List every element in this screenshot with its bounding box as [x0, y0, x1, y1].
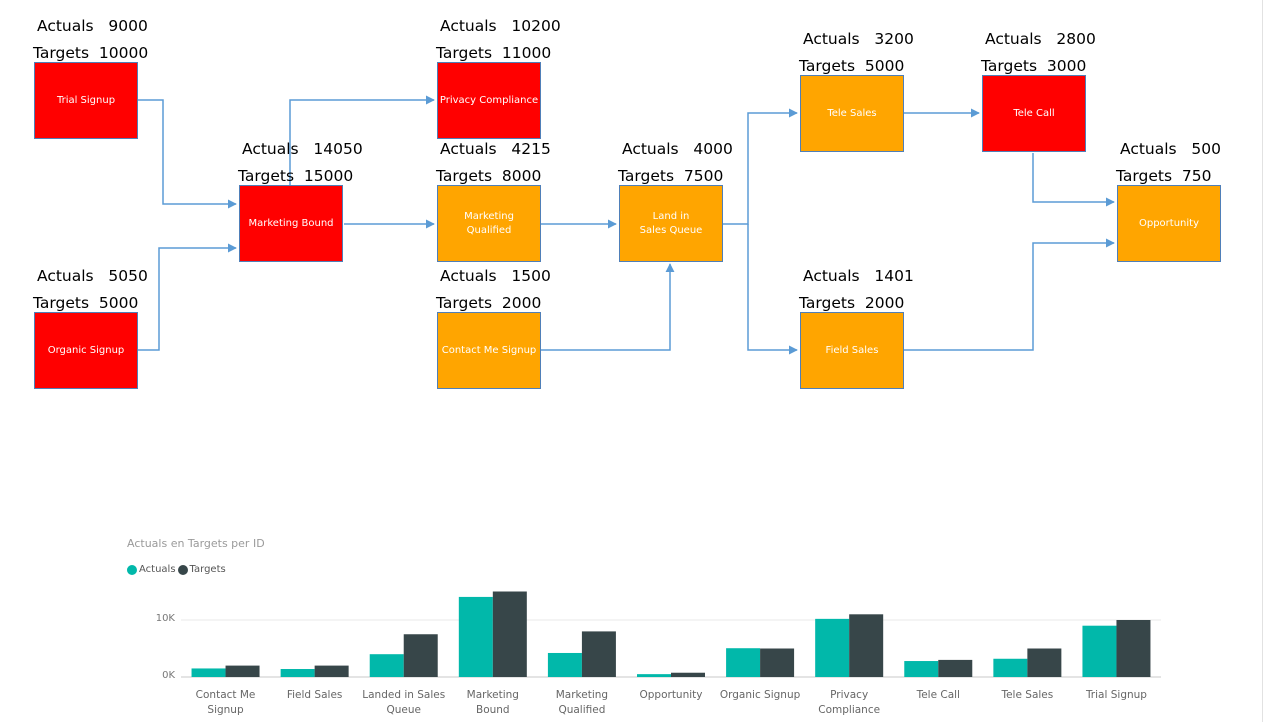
targets-label-contact: Targets 2000: [436, 294, 542, 312]
targets-label-landq: Targets 7500: [618, 167, 724, 185]
y-tick-label: 10K: [155, 613, 175, 624]
actuals-label-contact: Actuals 1500: [440, 267, 551, 285]
actuals-label-mbound: Actuals 14050: [242, 140, 363, 158]
connector-trial-to-marketing-bound: [138, 99, 237, 209]
actuals-label-landq: Actuals 4000: [622, 140, 733, 158]
actuals-label-organic: Actuals 5050: [37, 267, 148, 285]
legend-dot-actuals: [127, 564, 137, 575]
node-telesales[interactable]: Tele Sales: [800, 75, 904, 152]
node-fieldsales[interactable]: Field Sales: [800, 312, 904, 389]
actuals-label-trial: Actuals 9000: [37, 17, 148, 35]
targets-label-fieldsales: Targets 2000: [799, 294, 905, 312]
x-tick-label: Trial Signup: [1085, 689, 1147, 701]
targets-label-telesales: Targets 5000: [799, 57, 905, 75]
node-opportunity[interactable]: Opportunity: [1117, 185, 1221, 262]
x-tick-label: Marketing Bound: [466, 689, 519, 716]
connector-field-sales-to-opportunity: [904, 238, 1115, 351]
targets-label-trial: Targets 10000: [33, 44, 149, 62]
connector-organic-to-marketing-bound: [138, 243, 237, 351]
node-telecall[interactable]: Tele Call: [982, 75, 1086, 152]
legend-dot-targets: [177, 564, 188, 575]
y-tick-label: 0K: [162, 670, 175, 681]
x-tick-label: Landed in Sales Queue: [362, 689, 446, 716]
connector-contact-to-land-in-sales-queue: [541, 263, 675, 351]
actuals-label-privacy: Actuals 10200: [440, 17, 561, 35]
connector-land-in-sales-queue-to-tele-sales: [722, 108, 798, 225]
node-trial[interactable]: Trial Signup: [34, 62, 138, 139]
actuals-label-telecall: Actuals 2800: [985, 30, 1096, 48]
x-tick-label: Organic Signup: [719, 689, 801, 701]
legend-label-targets: Targets: [189, 564, 226, 575]
targets-label-mqual: Targets 8000: [436, 167, 542, 185]
actuals-label-opportunity: Actuals 500: [1120, 140, 1221, 158]
connector-marketing-bound-to-privacy: [289, 95, 435, 185]
x-tick-label: Tele Call: [916, 689, 960, 701]
connector-land-in-sales-queue-to-field-sales: [747, 224, 798, 355]
legend-label-actuals: Actuals: [139, 564, 176, 575]
node-organic[interactable]: Organic Signup: [34, 312, 138, 389]
x-tick-label: Privacy Compliance: [818, 689, 881, 716]
node-landq[interactable]: Land in Sales Queue: [619, 185, 723, 262]
actuals-label-mqual: Actuals 4215: [440, 140, 551, 158]
node-mqual[interactable]: Marketing Qualified: [437, 185, 541, 262]
targets-label-opportunity: Targets 750: [1116, 167, 1212, 185]
legend-item-targets[interactable]: Targets: [177, 564, 226, 575]
targets-label-mbound: Targets 15000: [238, 167, 354, 185]
x-tick-label: Contact Me Signup: [195, 689, 256, 716]
chart-legend: Actuals Targets: [127, 564, 228, 575]
x-tick-label: Marketing Qualified: [555, 689, 609, 716]
connector-tele-call-to-opportunity: [1032, 153, 1115, 207]
targets-label-privacy: Targets 11000: [436, 44, 552, 62]
x-tick-label: Tele Sales: [1001, 689, 1054, 701]
actuals-label-fieldsales: Actuals 1401: [803, 267, 914, 285]
targets-label-telecall: Targets 3000: [981, 57, 1087, 75]
scrollbar-edge: [1262, 0, 1263, 722]
actuals-label-telesales: Actuals 3200: [803, 30, 914, 48]
node-privacy[interactable]: Privacy Compliance: [437, 62, 541, 139]
x-tick-label: Opportunity: [639, 689, 703, 701]
node-mbound[interactable]: Marketing Bound: [239, 185, 343, 262]
targets-label-organic: Targets 5000: [33, 294, 139, 312]
node-contact[interactable]: Contact Me Signup: [437, 312, 541, 389]
legend-item-actuals[interactable]: Actuals: [127, 564, 176, 575]
chart-title: Actuals en Targets per ID: [127, 537, 265, 550]
x-tick-label: Field Sales: [286, 689, 343, 701]
